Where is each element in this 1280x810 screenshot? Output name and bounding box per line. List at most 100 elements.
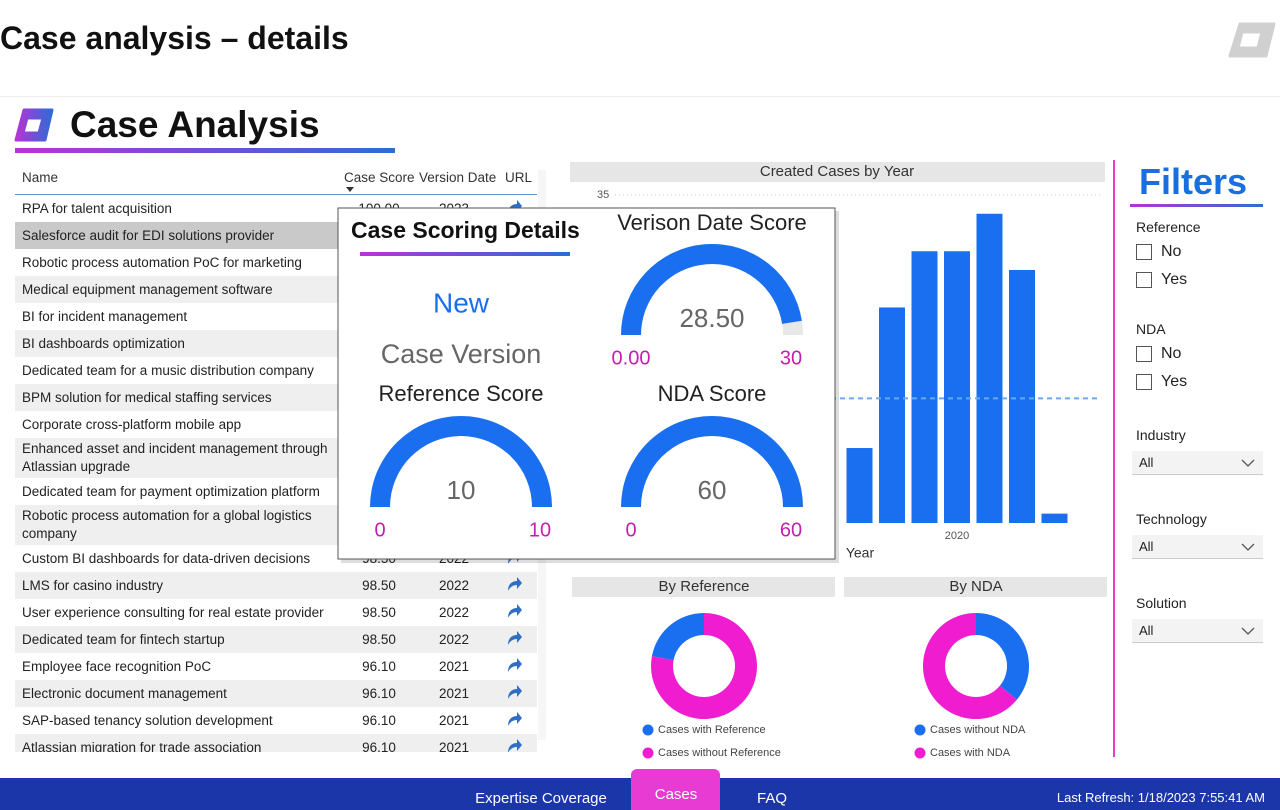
case-name: User experience consulting for real esta… bbox=[22, 604, 324, 620]
gauge-value: 10 bbox=[447, 475, 476, 505]
gauge-max: 10 bbox=[529, 519, 551, 541]
gauge-max: 30 bbox=[780, 347, 802, 369]
version-date: 2021 bbox=[438, 740, 470, 752]
option-label: Yes bbox=[1161, 373, 1188, 390]
table-row[interactable]: LMS for casino industry 98.50 2022 bbox=[15, 572, 537, 599]
case-score: 98.50 bbox=[362, 605, 396, 620]
gauge-min: 0 bbox=[625, 519, 636, 541]
url-icon[interactable] bbox=[505, 656, 523, 674]
report-brand bbox=[14, 108, 395, 153]
url-icon[interactable] bbox=[505, 575, 523, 593]
gauge-max: 60 bbox=[780, 519, 802, 541]
case-name: Robotic process automation PoC for marke… bbox=[22, 254, 302, 270]
bar bbox=[846, 448, 873, 523]
gauge-value: 28.50 bbox=[679, 303, 744, 333]
legend-label: Cases with Reference bbox=[658, 724, 766, 736]
page-title: Case analysis – details bbox=[0, 20, 349, 56]
case-name: Enhanced asset and incident management t… bbox=[22, 441, 328, 474]
url-cell bbox=[494, 710, 534, 731]
url-cell bbox=[494, 198, 534, 219]
filter-label: Solution bbox=[1136, 595, 1187, 611]
filter-option[interactable]: No bbox=[1136, 241, 1270, 263]
bar bbox=[911, 251, 938, 523]
legend-swatch bbox=[914, 724, 926, 736]
case-name: Medical equipment management software bbox=[22, 281, 273, 297]
version-date: 2022 bbox=[438, 578, 470, 593]
case-score: 98.50 bbox=[362, 632, 396, 647]
url-cell bbox=[494, 629, 534, 650]
chart-title: By NDA bbox=[949, 578, 1002, 595]
bar bbox=[1009, 269, 1035, 523]
gauge-fill bbox=[370, 416, 552, 507]
filters-panel: Filters Reference No Yes NDA No Yes Industry All… bbox=[1130, 160, 1270, 643]
filter-label: Industry bbox=[1136, 427, 1186, 443]
case-name: Corporate cross-platform mobile app bbox=[22, 416, 242, 432]
url-icon[interactable] bbox=[505, 198, 523, 216]
column-header[interactable]: Case Score bbox=[344, 170, 415, 185]
gauge-title: Reference Score bbox=[378, 381, 543, 406]
url-icon[interactable] bbox=[505, 683, 523, 701]
dropdown[interactable]: All bbox=[1132, 535, 1263, 559]
gauge-min: 0.00 bbox=[612, 347, 651, 369]
column-header: Name bbox=[22, 170, 59, 185]
nav-tab[interactable]: Expertise Coverage bbox=[475, 790, 607, 807]
nav-tab[interactable]: Cases bbox=[654, 786, 698, 803]
table-row[interactable]: User experience consulting for real esta… bbox=[15, 599, 537, 626]
table-row[interactable]: SAP-based tenancy solution development 96… bbox=[15, 707, 537, 734]
filter-option[interactable]: Yes bbox=[1136, 371, 1270, 393]
checkbox[interactable] bbox=[1136, 346, 1152, 362]
version-date: 2022 bbox=[438, 605, 470, 620]
chevron bbox=[1241, 627, 1255, 635]
gauge-title: NDA Score bbox=[658, 381, 767, 406]
legend-label: Cases without Reference bbox=[658, 747, 781, 759]
table-row[interactable]: Custom BI dashboards for data-driven dec… bbox=[15, 545, 537, 572]
filter-option[interactable]: No bbox=[1136, 343, 1270, 365]
case-name: Dedicated team for fintech startup bbox=[22, 631, 225, 647]
filter-option[interactable]: Yes bbox=[1136, 269, 1270, 291]
chevron bbox=[1241, 459, 1255, 467]
url-cell bbox=[494, 683, 534, 704]
table-row[interactable]: Electronic document management 96.10 2021 bbox=[15, 680, 537, 707]
table-row[interactable]: Dedicated team for fintech startup 98.50 2… bbox=[15, 626, 537, 653]
option-label: Yes bbox=[1161, 271, 1188, 288]
url-icon[interactable] bbox=[505, 737, 523, 752]
scoring-popup: Case Scoring Details New Case Version Veris… bbox=[337, 207, 839, 563]
bar bbox=[879, 307, 905, 523]
last-refresh: Last Refresh: 1/18/2023 7:55:41 AM bbox=[1056, 790, 1265, 805]
case-name: Dedicated team for payment optimization … bbox=[22, 483, 320, 499]
version-date: 2021 bbox=[438, 659, 470, 674]
active-tab[interactable] bbox=[631, 769, 720, 810]
checkbox[interactable] bbox=[1136, 244, 1152, 260]
case-name: Robotic process automation for a global … bbox=[22, 508, 312, 541]
version-date: 2021 bbox=[438, 713, 470, 728]
nav-tab[interactable]: FAQ bbox=[756, 790, 788, 807]
case-score: 98.50 bbox=[362, 578, 396, 593]
bar bbox=[1041, 513, 1068, 523]
url-icon[interactable] bbox=[505, 602, 523, 620]
url-cell bbox=[494, 602, 534, 623]
chart-title-bar bbox=[844, 577, 1107, 597]
case-name: Dedicated team for a music distribution … bbox=[22, 362, 314, 378]
url-icon[interactable] bbox=[505, 629, 523, 647]
chart-title-bar bbox=[570, 162, 1105, 182]
report-title: Case Analysis bbox=[70, 104, 320, 145]
bar bbox=[944, 251, 970, 523]
checkbox[interactable] bbox=[1136, 272, 1152, 288]
case-name: Atlassian migration for trade associatio… bbox=[22, 739, 262, 753]
charts: Created Cases by Year 35 2020 Year By Refere… bbox=[337, 162, 1107, 759]
dropdown[interactable]: All bbox=[1132, 451, 1263, 475]
gauge-fill bbox=[621, 416, 803, 507]
legend-swatch bbox=[642, 747, 654, 759]
table-row[interactable]: Atlassian migration for trade associatio… bbox=[15, 734, 537, 752]
url-cell bbox=[494, 737, 534, 752]
url-icon[interactable] bbox=[505, 710, 523, 728]
case-name: Salesforce audit for EDI solutions provi… bbox=[22, 227, 275, 243]
case-score: 96.10 bbox=[362, 740, 396, 752]
checkbox[interactable] bbox=[1136, 374, 1152, 390]
filter-label: NDA bbox=[1136, 321, 1166, 337]
dropdown[interactable]: All bbox=[1132, 619, 1263, 643]
table-row[interactable]: Employee face recognition PoC 96.10 2021 bbox=[15, 653, 537, 680]
kpi-value: New bbox=[433, 287, 490, 318]
option-label: No bbox=[1161, 345, 1182, 362]
divider bbox=[1113, 160, 1115, 757]
